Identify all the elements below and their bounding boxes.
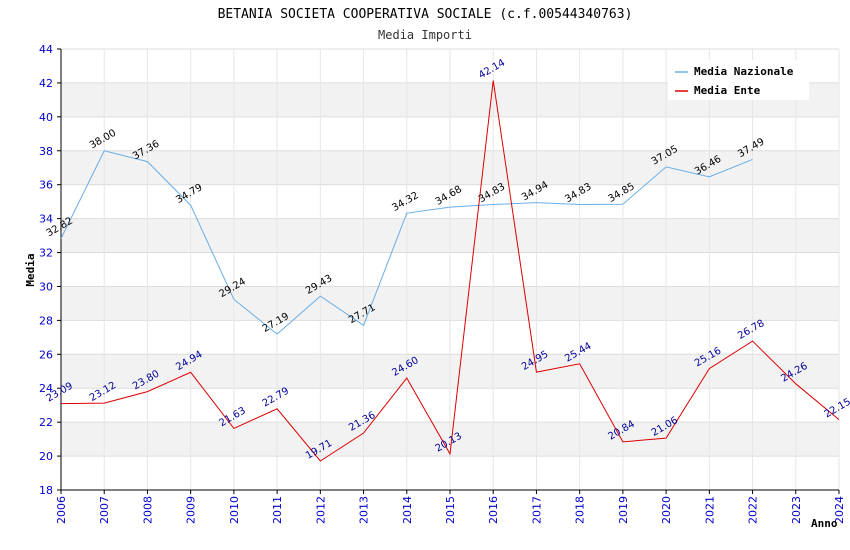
chart-subtitle: Media Importi [378, 28, 472, 42]
series-line-media-ente [60, 80, 840, 462]
x-tick-label: 2011 [271, 496, 284, 524]
x-axis-label: Anno [811, 517, 838, 530]
y-tick-label: 22 [39, 416, 53, 429]
x-tick-label: 2013 [358, 496, 371, 524]
y-tick-label: 38 [39, 145, 53, 158]
y-tick-label: 34 [39, 213, 53, 226]
x-tick-label: 2012 [314, 496, 327, 524]
y-tick-label: 44 [39, 43, 53, 56]
y-tick-label: 28 [39, 314, 53, 327]
x-tick-label: 2019 [617, 496, 630, 524]
legend-label-media-ente: Media Ente [694, 84, 761, 97]
y-tick-label: 42 [39, 77, 53, 90]
x-tick-label: 2015 [444, 496, 457, 524]
x-tick-label: 2020 [660, 496, 673, 524]
y-axis-label: Media [24, 253, 37, 286]
grid-lines [60, 48, 840, 491]
y-tick-label: 20 [39, 450, 53, 463]
y-tick-label: 24 [39, 382, 53, 395]
y-tick-label: 40 [39, 111, 53, 124]
x-tick-label: 2018 [574, 496, 587, 524]
y-tick-label: 18 [39, 484, 53, 497]
x-tick-label: 2021 [703, 496, 716, 524]
series-lines [60, 80, 840, 462]
x-tick-label: 2010 [228, 496, 241, 524]
x-tick-label: 2007 [98, 496, 111, 524]
x-tick-label: 2023 [790, 496, 803, 524]
series-line-media-nazionale [60, 150, 753, 335]
chart-title: BETANIA SOCIETA COOPERATIVA SOCIALE (c.f… [218, 7, 633, 22]
x-tick-label: 2017 [530, 496, 543, 524]
x-tick-label: 2016 [487, 496, 500, 524]
x-axis-ticks: 2006 2007 2008 2009 2010 2011 2012 2013 2014 2015… [55, 490, 846, 524]
x-tick-label: 2008 [141, 496, 154, 524]
y-tick-label: 26 [39, 348, 53, 361]
y-tick-label: 30 [39, 280, 53, 293]
x-tick-label: 2014 [401, 496, 414, 524]
legend-box [668, 60, 809, 100]
legend-label-media-nazionale: Media Nazionale [694, 65, 794, 78]
y-tick-label: 36 [39, 179, 53, 192]
y-axis-ticks: 18 20 22 24 26 28 30 32 34 36 38 40 42 44 [39, 43, 61, 497]
y-tick-label: 32 [39, 247, 53, 260]
legend: Media Nazionale Media Ente [668, 60, 809, 100]
x-tick-label: 2024 [833, 496, 846, 524]
x-tick-label: 2006 [55, 496, 68, 524]
x-tick-label: 2009 [185, 496, 198, 524]
x-tick-label: 2022 [747, 496, 760, 524]
